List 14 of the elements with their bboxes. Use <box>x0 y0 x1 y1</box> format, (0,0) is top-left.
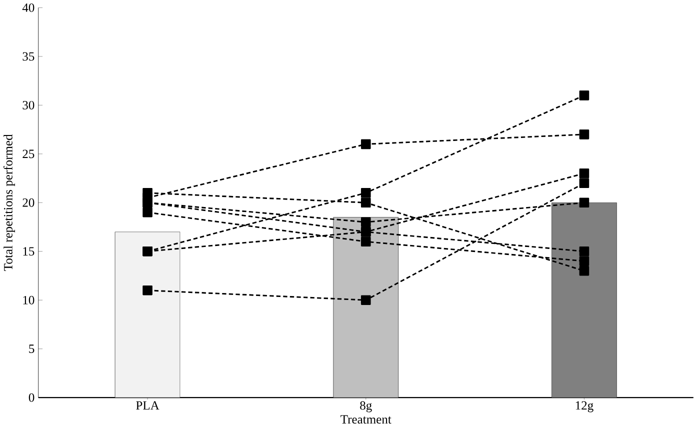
x-tick-label: PLA <box>136 401 160 410</box>
y-tick-label: 30 <box>22 100 34 110</box>
y-tick-label: 5 <box>29 344 34 353</box>
x-tick-label: 12g <box>576 401 594 412</box>
y-tick-label: 10 <box>23 296 34 304</box>
y-tick-label: 15 <box>23 247 34 256</box>
y-tick-label: 20 <box>22 198 34 207</box>
y-axis-title: Total repetitions performed <box>3 134 15 271</box>
y-tick-label: 25 <box>22 150 34 158</box>
y-tick-label: 40 <box>22 3 34 12</box>
x-axis-title: Treatment <box>340 415 392 424</box>
y-tick-label: 0 <box>28 393 34 402</box>
y-tick-label: 35 <box>22 52 34 61</box>
x-tick-label: 8g <box>360 401 372 412</box>
